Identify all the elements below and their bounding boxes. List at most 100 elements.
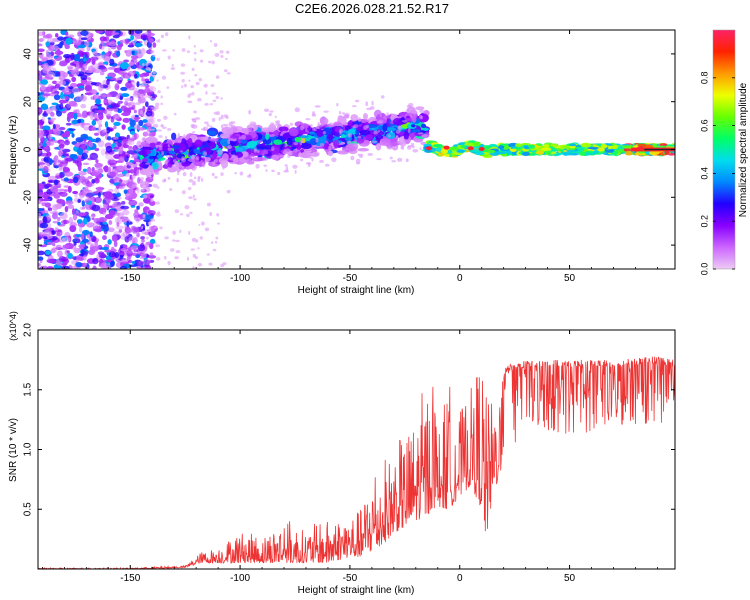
line-halo	[256, 150, 260, 154]
noise-blob	[72, 54, 80, 62]
line-halo	[193, 136, 197, 139]
line-blob	[337, 115, 344, 122]
noise-blob	[78, 244, 86, 248]
noise-blob	[123, 100, 129, 106]
colorbar: 0.0 0.2 0.4 0.6 0.8 Normalized spectral ampl…	[699, 29, 749, 275]
noise-blob	[58, 80, 67, 86]
noise-blob	[38, 199, 41, 205]
line-halo	[419, 109, 425, 114]
line-halo	[369, 106, 375, 110]
noise-blob	[126, 230, 130, 237]
noise-speckle	[170, 248, 175, 252]
line-blob	[420, 123, 427, 129]
line-blob	[273, 130, 280, 136]
noise-blob	[58, 163, 63, 167]
noise-blob	[50, 86, 57, 94]
noise-blob	[89, 215, 96, 219]
line-blob	[403, 117, 415, 122]
line-halo	[217, 150, 224, 155]
noise-blob	[65, 157, 74, 162]
line-halo	[321, 121, 325, 127]
noise-blob	[45, 50, 49, 55]
noise-blob	[75, 261, 83, 268]
line-blob	[333, 139, 339, 149]
noise-blob	[38, 43, 43, 47]
line-halo	[396, 141, 402, 144]
noise-blob	[72, 86, 80, 94]
spectrogram-y-tick-label: -20	[23, 190, 34, 205]
noise-blob	[83, 58, 87, 62]
line-blob	[220, 160, 229, 169]
noise-blob	[112, 136, 119, 140]
line-halo	[319, 118, 323, 121]
noise-speckle	[192, 131, 196, 134]
noise-blob	[90, 191, 99, 195]
noise-speckle	[163, 255, 167, 260]
line-halo	[197, 177, 201, 183]
noise-blob	[95, 98, 101, 105]
noise-blob	[39, 37, 45, 42]
line-halo	[220, 124, 224, 129]
noise-blob	[43, 147, 48, 151]
noise-speckle	[160, 95, 163, 99]
noise-blob	[126, 134, 130, 139]
noise-blob	[145, 80, 152, 84]
noise-speckle	[219, 50, 224, 54]
noise-blob	[111, 32, 120, 35]
spectrogram-x-tick-label: -100	[230, 273, 250, 284]
noise-blob	[127, 259, 133, 264]
line-blob	[278, 126, 289, 132]
line-halo	[218, 116, 221, 121]
noise-speckle	[160, 124, 164, 127]
noise-speckle	[156, 57, 160, 62]
noise-blob	[45, 250, 52, 255]
noise-blob	[65, 96, 69, 100]
stable-line-blob	[424, 149, 433, 153]
line-halo	[204, 121, 209, 125]
line-halo	[211, 117, 216, 123]
stable-line-blob	[566, 149, 577, 153]
stable-line-blob	[560, 145, 571, 149]
noise-blob	[117, 196, 122, 200]
noise-blob	[72, 213, 78, 221]
noise-blob	[67, 66, 74, 71]
line-halo	[287, 155, 291, 158]
noise-speckle	[216, 213, 220, 217]
noise-speckle	[164, 236, 169, 240]
noise-blob	[124, 196, 134, 201]
noise-blob	[84, 40, 90, 48]
noise-speckle	[141, 184, 147, 187]
line-blob	[240, 127, 250, 133]
stable-line-blob	[586, 150, 594, 154]
noise-speckle	[144, 231, 149, 236]
line-blob	[415, 106, 425, 111]
noise-blob	[128, 30, 135, 36]
noise-blob	[69, 225, 77, 233]
noise-blob	[152, 42, 157, 48]
noise-blob	[38, 129, 45, 136]
noise-blob	[64, 86, 69, 93]
line-blob	[149, 142, 156, 149]
line-halo	[191, 124, 198, 129]
noise-blob	[75, 95, 83, 103]
noise-speckle	[204, 102, 209, 106]
line-blob	[221, 153, 229, 162]
spectrogram-y-label: Frequency (Hz)	[8, 116, 19, 185]
noise-blob	[137, 177, 141, 184]
line-halo	[339, 128, 344, 134]
noise-speckle	[155, 244, 160, 248]
noise-blob	[38, 256, 44, 261]
noise-speckle	[224, 123, 229, 127]
noise-blob	[69, 153, 76, 159]
noise-blob	[46, 241, 54, 246]
noise-speckle	[188, 79, 191, 82]
noise-blob	[142, 119, 148, 123]
line-halo	[338, 110, 342, 115]
noise-blob	[141, 239, 145, 243]
noise-speckle	[171, 63, 174, 67]
noise-blob	[97, 251, 105, 255]
line-halo	[319, 159, 324, 163]
stable-line-blob	[498, 145, 505, 150]
noise-speckle	[226, 189, 231, 194]
snr-x-tick-label: 0	[457, 573, 463, 584]
